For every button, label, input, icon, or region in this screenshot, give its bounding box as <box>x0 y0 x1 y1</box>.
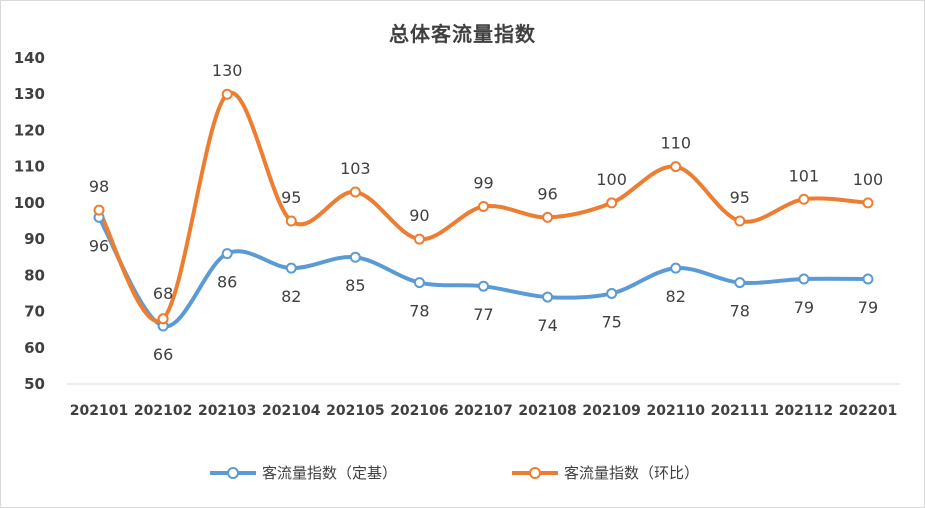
data-label: 66 <box>153 345 173 364</box>
data-label: 79 <box>794 298 814 317</box>
data-point <box>862 273 874 285</box>
data-point <box>157 313 169 325</box>
data-point <box>221 88 233 100</box>
series-points <box>93 88 874 332</box>
data-point <box>734 277 746 289</box>
x-tick-label: 202108 <box>518 403 576 419</box>
data-point <box>542 291 554 303</box>
data-label: 99 <box>473 174 493 193</box>
data-point <box>798 193 810 205</box>
y-tick-label: 110 <box>14 158 45 176</box>
data-label: 100 <box>596 170 627 189</box>
data-label: 130 <box>212 61 243 80</box>
y-tick-label: 130 <box>14 85 45 103</box>
x-tick-label: 202102 <box>134 403 192 419</box>
data-label: 79 <box>858 298 878 317</box>
legend-marker-blue <box>210 466 256 479</box>
data-point <box>798 273 810 285</box>
y-tick-label: 70 <box>24 303 45 321</box>
x-tick-label: 202201 <box>839 403 897 419</box>
x-tick-label: 202107 <box>454 403 512 419</box>
data-point <box>93 204 105 216</box>
data-label: 95 <box>281 188 301 207</box>
legend-item-fixed-base[interactable]: 客流量指数（定基） <box>210 462 397 483</box>
data-label: 85 <box>345 276 365 295</box>
data-point <box>285 215 297 227</box>
data-point <box>349 186 361 198</box>
data-label: 96 <box>537 184 557 203</box>
data-label: 82 <box>281 287 301 306</box>
data-label: 101 <box>789 166 820 185</box>
data-labels: 96 66 86 82 85 78 77 74 75 82 78 79 79 98 68 130 95 103 90… <box>89 61 883 364</box>
data-point <box>670 161 682 173</box>
x-tick-label: 202110 <box>647 403 706 419</box>
data-label: 77 <box>473 305 493 324</box>
data-point <box>606 287 618 299</box>
data-point <box>734 215 746 227</box>
data-label: 110 <box>660 134 691 153</box>
data-label: 74 <box>537 316 557 335</box>
x-tick-label: 202111 <box>711 403 769 419</box>
legend-item-mom[interactable]: 客流量指数（环比） <box>512 462 699 483</box>
y-axis: 50 60 70 80 90 100 110 120 130 140 <box>14 49 45 393</box>
data-label: 82 <box>666 287 686 306</box>
data-label: 90 <box>409 206 429 225</box>
x-tick-label: 202104 <box>262 403 321 419</box>
data-label: 78 <box>409 302 429 321</box>
y-tick-label: 100 <box>14 194 45 212</box>
data-label: 100 <box>853 170 884 189</box>
legend-label-fixed-base: 客流量指数（定基） <box>262 464 398 482</box>
x-tick-label: 202105 <box>326 403 384 419</box>
data-label: 78 <box>730 302 750 321</box>
series-line-1 <box>97 90 870 324</box>
y-tick-label: 120 <box>14 121 45 139</box>
legend-label-mom: 客流量指数（环比） <box>564 464 700 482</box>
chart-title: 总体客流量指数 <box>389 22 536 46</box>
x-tick-label: 202103 <box>198 403 256 419</box>
data-point <box>606 197 618 209</box>
y-tick-label: 90 <box>24 230 45 248</box>
data-label: 68 <box>153 284 173 303</box>
x-tick-label: 202112 <box>775 403 833 419</box>
data-point <box>413 233 425 245</box>
data-label: 95 <box>730 188 750 207</box>
data-point <box>862 197 874 209</box>
y-tick-label: 80 <box>24 266 45 284</box>
data-point <box>542 211 554 223</box>
legend: 客流量指数（定基） 客流量指数（环比） <box>0 462 925 486</box>
data-label: 75 <box>601 312 621 331</box>
y-tick-label: 50 <box>24 375 45 393</box>
data-point <box>478 201 489 213</box>
x-axis: 202101 202102 202103 202104 202105 202106 2021… <box>67 383 900 419</box>
x-tick-label: 202109 <box>582 403 640 419</box>
data-label: 103 <box>340 159 371 178</box>
x-tick-label: 202101 <box>70 403 128 419</box>
data-label: 98 <box>89 177 109 196</box>
legend-marker-orange <box>512 466 558 479</box>
data-label: 86 <box>217 273 237 292</box>
x-tick-label: 202106 <box>390 403 448 419</box>
data-point <box>349 251 361 263</box>
data-point <box>670 262 682 274</box>
y-tick-label: 60 <box>24 339 45 357</box>
y-tick-label: 140 <box>14 49 45 67</box>
data-point <box>478 280 489 292</box>
data-label: 96 <box>89 236 109 255</box>
data-point <box>285 262 297 274</box>
data-point <box>413 277 425 289</box>
data-point <box>221 248 233 260</box>
